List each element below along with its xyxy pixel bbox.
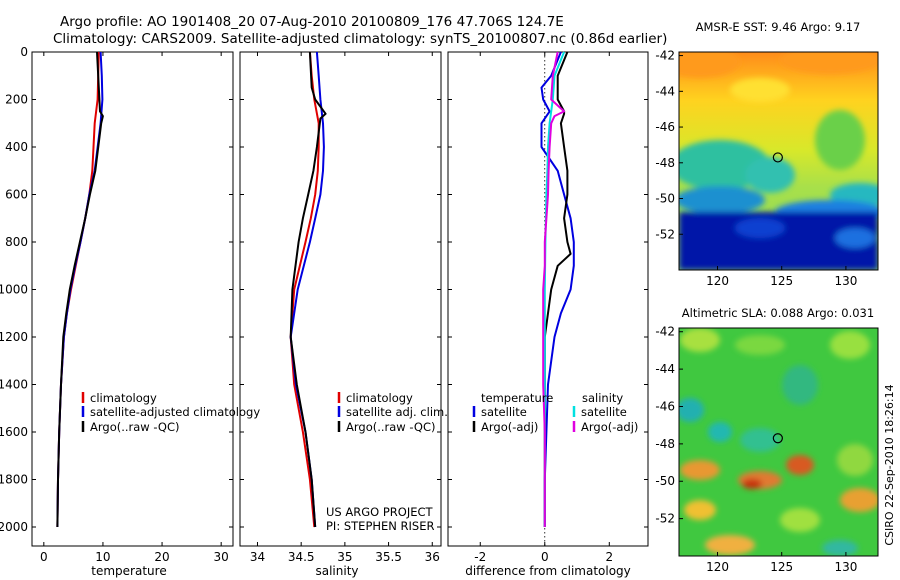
sst-map-axes: 120 125 130 -42 -44 -46 -48 -50 -52 (655, 49, 857, 288)
map-y-tick-label: -48 (655, 156, 675, 170)
temperature-profile-argo-line (56, 51, 104, 528)
difference-xlabel: difference from climatology (465, 564, 631, 578)
x-tick-label: 35.5 (375, 550, 402, 564)
sst-map-title: AMSR-E SST: 9.46 Argo: 9.17 (696, 20, 861, 34)
difference-legend: temperature satellite Argo(-adj) salinit… (472, 391, 638, 434)
map-x-tick-label: 120 (706, 560, 729, 574)
depth-tick-label: 0 (20, 45, 28, 59)
depth-tick-label: 200 (5, 93, 28, 107)
depth-tick-label: 1200 (0, 330, 28, 344)
figure-title-line2: Climatology: CARS2009. Satellite-adjuste… (53, 31, 667, 47)
legend-heading-temperature: temperature (481, 391, 553, 405)
x-tick-label: 30 (214, 550, 229, 564)
legend-label-temp-satellite: satellite (481, 405, 527, 419)
legend-label-argo: Argo(..raw -QC) (90, 420, 180, 434)
sla-map-frame (678, 327, 879, 557)
map-y-tick-label: -44 (655, 84, 675, 98)
depth-tick-label: 1600 (0, 425, 28, 439)
depth-tick-label: 600 (5, 188, 28, 202)
temperature-xlabel: temperature (91, 564, 166, 578)
x-tick-label: -2 (474, 550, 486, 564)
difference-axes (447, 51, 649, 547)
x-tick-label: 36 (425, 550, 440, 564)
map-y-tick-label: -46 (655, 399, 675, 413)
salinity-profile-climatology-line (289, 51, 320, 528)
salinity-legend: climatology satellite adj. clim. Argo(..… (337, 391, 448, 434)
legend-label-satellite: satellite-adjusted climatology (90, 405, 260, 419)
project-annotation: US ARGO PROJECT (326, 505, 434, 519)
temperature-profile-climatology-line (56, 51, 100, 528)
map-y-tick-label: -42 (655, 49, 675, 63)
map-y-tick-label: -42 (655, 325, 675, 339)
credit-text: CSIRO 22-Sep-2010 18:26:14 (883, 384, 896, 545)
x-tick-label: 35 (337, 550, 352, 564)
map-y-tick-label: -50 (655, 192, 675, 206)
legend-label-satellite: satellite adj. clim. (346, 405, 448, 419)
depth-tick-label: 1800 (0, 473, 28, 487)
depth-tick-label: 2000 (0, 520, 28, 534)
difference-profile-salinity-argo-line (542, 51, 566, 527)
temperature-legend: climatology satellite-adjusted climatolo… (81, 391, 260, 434)
map-y-tick-label: -46 (655, 120, 675, 134)
salinity-xlabel: salinity (315, 564, 358, 578)
x-tick-label: 2 (605, 550, 613, 564)
legend-label-sal-argo: Argo(-adj) (581, 420, 638, 434)
salinity-axes (239, 51, 442, 547)
x-tick-label: 34.5 (288, 550, 315, 564)
legend-label-sal-satellite: satellite (581, 405, 627, 419)
map-y-tick-label: -50 (655, 474, 675, 488)
x-tick-label: 10 (95, 550, 110, 564)
difference-profile-temperature-satellite-line (540, 51, 575, 527)
depth-tick-label: 800 (5, 235, 28, 249)
salinity-profile-argo-line (289, 51, 327, 528)
map-y-tick-label: -52 (655, 512, 675, 526)
depth-tick-label: 400 (5, 140, 28, 154)
sla-map (679, 328, 878, 556)
legend-label-temp-argo: Argo(-adj) (481, 420, 538, 434)
legend-label-climatology: climatology (90, 391, 157, 405)
map-x-tick-label: 130 (834, 560, 857, 574)
map-x-tick-label: 130 (834, 274, 857, 288)
pi-annotation: PI: STEPHEN RISER (326, 519, 435, 533)
sst-map (679, 52, 878, 270)
map-y-tick-label: -44 (655, 362, 675, 376)
figure-title-line1: Argo profile: AO 1901408_20 07-Aug-2010 … (60, 14, 564, 30)
depth-axis: 0 200 400 600 800 1000 1200 1400 1600 1800 2000 (0, 45, 648, 534)
profile-series (56, 51, 575, 528)
sla-map-axes: 120 125 130 -42 -44 -46 -48 -50 -52 (655, 325, 857, 574)
legend-label-climatology: climatology (346, 391, 413, 405)
sst-argo-location-marker (772, 152, 783, 163)
map-y-tick-label: -52 (655, 227, 675, 241)
sst-map-frame (678, 51, 879, 271)
sla-map-title: Altimetric SLA: 0.088 Argo: 0.031 (682, 306, 874, 320)
legend-heading-salinity: salinity (582, 391, 623, 405)
temperature-axes (31, 51, 234, 547)
x-tick-label: 0 (541, 550, 549, 564)
x-tick-label: 20 (154, 550, 169, 564)
x-axes: 0 10 20 30 34 34.5 35 35.5 36 -2 0 2 (40, 52, 613, 564)
sla-argo-location-marker (772, 433, 783, 444)
map-x-tick-label: 125 (770, 560, 793, 574)
x-tick-label: 34 (250, 550, 265, 564)
x-tick-label: 0 (40, 550, 48, 564)
depth-tick-label: 1400 (0, 378, 28, 392)
depth-tick-label: 1000 (0, 283, 28, 297)
legend-label-argo: Argo(..raw -QC) (346, 420, 436, 434)
map-y-tick-label: -48 (655, 437, 675, 451)
map-x-tick-label: 125 (770, 274, 793, 288)
map-x-tick-label: 120 (706, 274, 729, 288)
